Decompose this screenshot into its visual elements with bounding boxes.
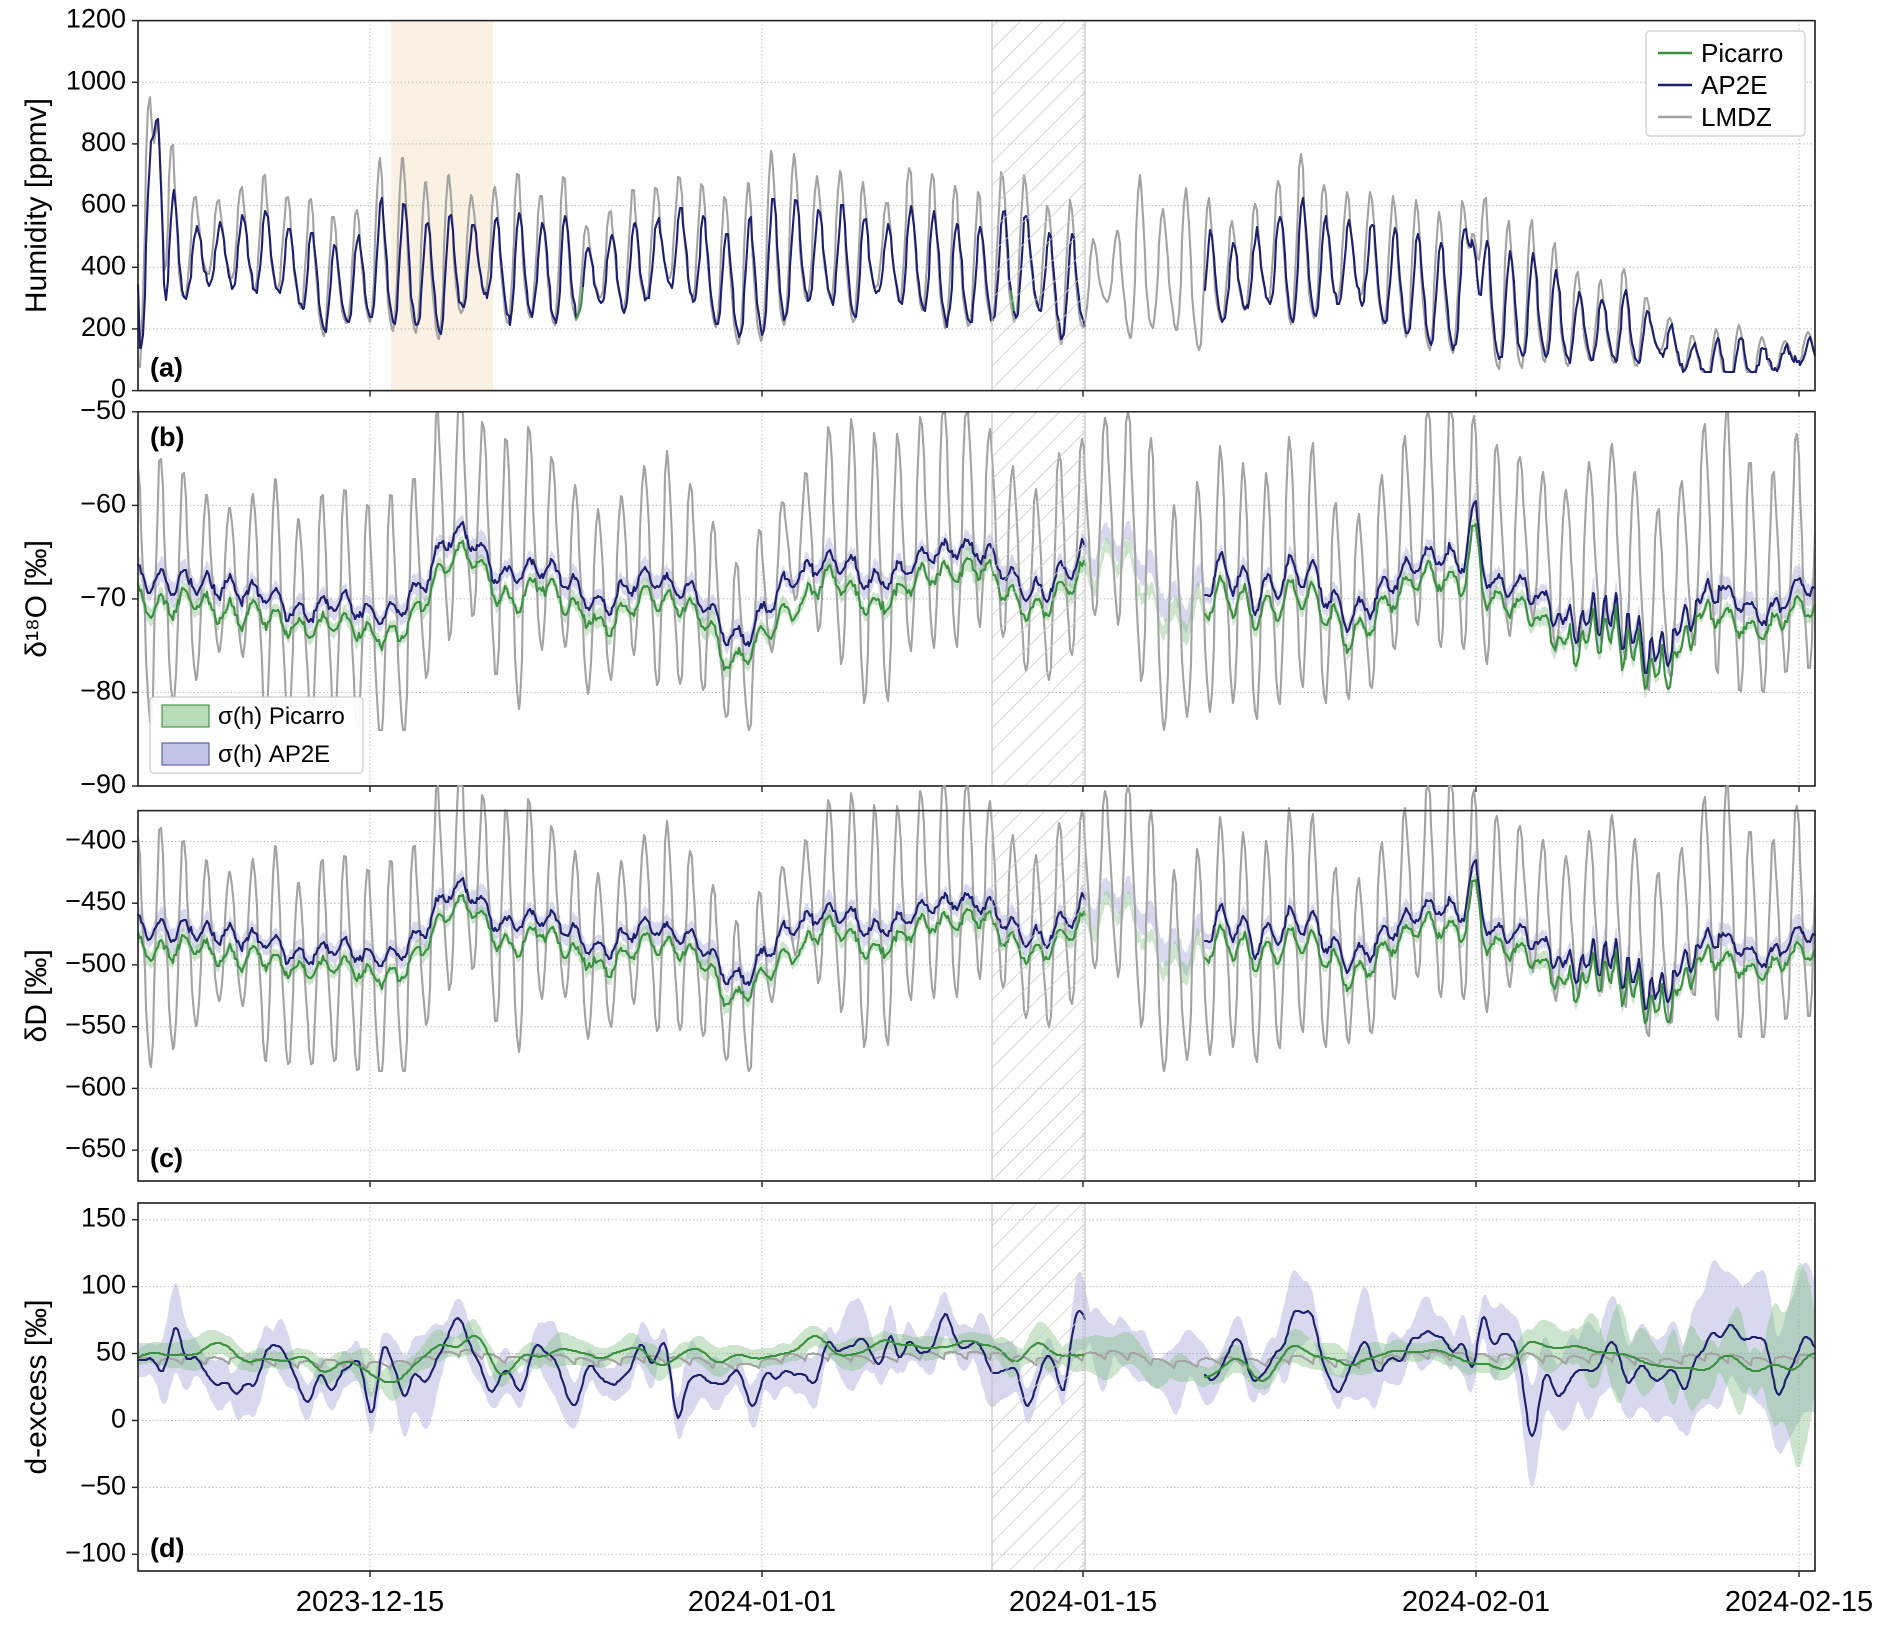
svg-text:−90: −90 [80,769,126,799]
svg-text:(d): (d) [150,1533,184,1563]
svg-text:−500: −500 [65,948,126,978]
svg-text:δD [‰]: δD [‰] [20,949,53,1042]
svg-text:−450: −450 [65,886,126,916]
svg-text:−650: −650 [65,1133,126,1163]
svg-text:−550: −550 [65,1010,126,1040]
svg-text:−50: −50 [80,1470,126,1500]
svg-text:−70: −70 [80,582,126,612]
svg-text:800: 800 [81,127,126,157]
svg-text:d-excess [‰]: d-excess [‰] [20,1299,53,1474]
svg-text:Picarro: Picarro [1701,38,1783,68]
svg-text:−400: −400 [65,825,126,855]
svg-text:−80: −80 [80,676,126,706]
svg-text:100: 100 [81,1270,126,1300]
svg-text:2024-02-01: 2024-02-01 [1402,1586,1550,1618]
svg-text:−600: −600 [65,1071,126,1101]
svg-text:2024-02-15: 2024-02-15 [1725,1586,1873,1618]
svg-text:400: 400 [81,250,126,280]
svg-text:Humidity [ppmv]: Humidity [ppmv] [20,98,53,313]
svg-text:1000: 1000 [66,65,126,95]
svg-text:600: 600 [81,189,126,219]
svg-text:−60: −60 [80,488,126,518]
svg-text:(a): (a) [150,353,183,383]
svg-text:σ(h) AP2E: σ(h) AP2E [218,741,330,768]
svg-text:50: 50 [96,1337,126,1367]
svg-text:−50: −50 [80,395,126,425]
svg-text:σ(h) Picarro: σ(h) Picarro [218,703,345,730]
svg-text:0: 0 [111,1404,126,1434]
svg-text:−100: −100 [65,1537,126,1567]
svg-text:200: 200 [81,312,126,342]
svg-text:AP2E: AP2E [1701,70,1768,100]
svg-text:1200: 1200 [66,4,126,34]
svg-text:2024-01-01: 2024-01-01 [688,1586,836,1618]
svg-text:(b): (b) [150,422,184,452]
svg-text:2023-12-15: 2023-12-15 [296,1586,444,1618]
svg-text:150: 150 [81,1203,126,1233]
svg-text:LMDZ: LMDZ [1701,102,1772,132]
svg-text:2024-01-15: 2024-01-15 [1009,1586,1157,1618]
svg-text:(c): (c) [150,1143,183,1173]
svg-text:δ¹⁸O [‰]: δ¹⁸O [‰] [20,540,53,658]
